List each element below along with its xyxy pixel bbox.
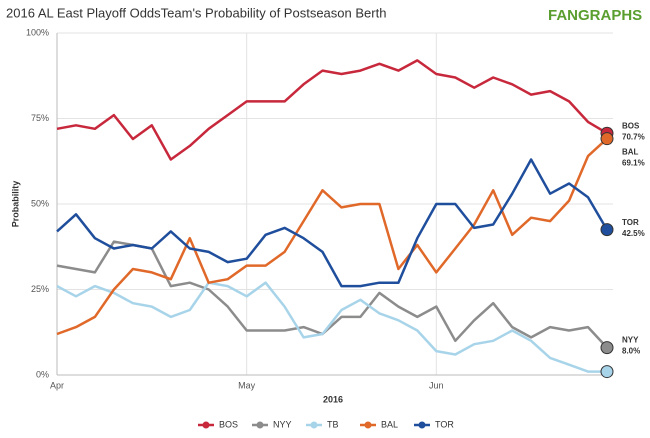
- end-name: TOR: [622, 218, 639, 227]
- end-value: 70.7%: [622, 132, 645, 141]
- series-line: [56, 281, 607, 373]
- legend-swatch: [364, 421, 372, 429]
- y-tick-label: 50%: [31, 198, 49, 208]
- legend-label: NYY: [273, 419, 292, 429]
- legend: BOS NYY TB BAL TOR: [198, 419, 454, 429]
- chart-title: 2016 AL East Playoff OddsTeam's Probabil…: [6, 5, 386, 20]
- end-name: BOS: [622, 121, 640, 130]
- y-tick-label: 25%: [31, 284, 49, 294]
- y-axis-title: Probability: [10, 181, 20, 228]
- end-name: NYY: [622, 336, 639, 345]
- legend-label: TB: [327, 419, 339, 429]
- legend-label: BAL: [381, 419, 398, 429]
- legend-swatch: [256, 421, 264, 429]
- legend-label: BOS: [219, 419, 238, 429]
- end-marker: [600, 365, 614, 379]
- legend-label: TOR: [435, 419, 454, 429]
- series-line: [56, 240, 608, 349]
- x-tick-label: Apr: [50, 380, 64, 390]
- y-tick-label: 100%: [26, 27, 49, 37]
- end-marker: [600, 223, 614, 237]
- end-value: 69.1%: [622, 158, 645, 167]
- series-line: [56, 137, 608, 336]
- x-tick-label: Jun: [429, 380, 444, 390]
- series-line: [56, 158, 609, 288]
- x-tick-label: May: [238, 380, 256, 390]
- legend-swatch: [310, 421, 318, 429]
- legend-swatch: [418, 421, 426, 429]
- end-value: 42.5%: [622, 229, 645, 238]
- end-marker: [600, 341, 614, 355]
- end-value: 8.0%: [622, 347, 640, 356]
- logo: FANGRAPHS: [548, 7, 642, 24]
- y-tick-label: 0%: [36, 369, 49, 379]
- end-marker: [600, 132, 614, 146]
- series-line: [56, 59, 608, 161]
- x-axis-title: 2016: [323, 394, 343, 404]
- end-name: BAL: [622, 147, 639, 156]
- legend-swatch: [202, 421, 210, 429]
- y-tick-label: 75%: [31, 113, 49, 123]
